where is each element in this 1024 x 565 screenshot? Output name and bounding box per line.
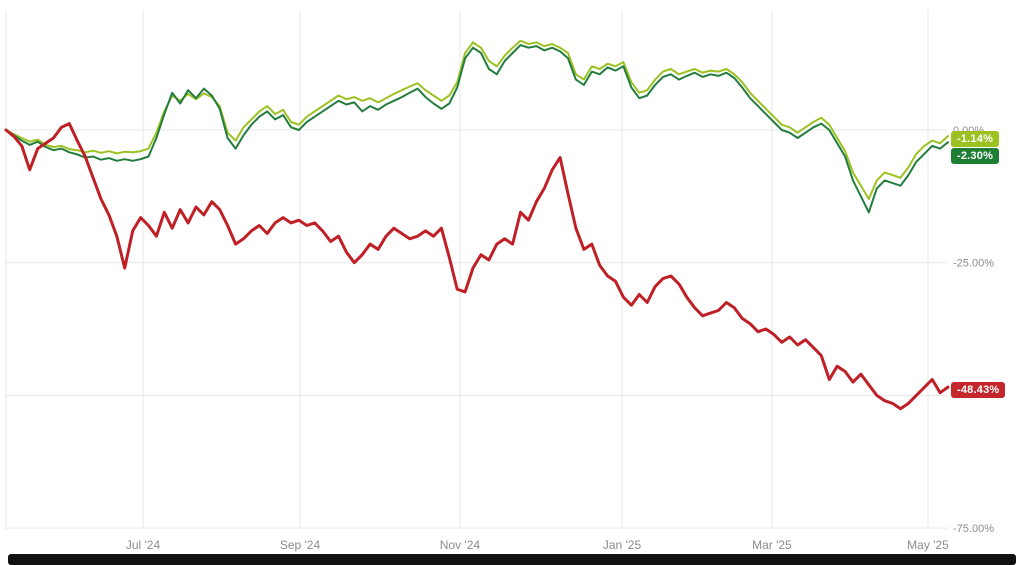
- y-axis-label: -75.00%: [953, 523, 994, 535]
- dark-green-series[interactable]: [5, 44, 949, 214]
- light-green-series[interactable]: [5, 39, 949, 200]
- x-tick-label: May '25: [907, 538, 949, 552]
- x-tick-label: Nov '24: [440, 538, 481, 552]
- x-tick-label: Jan '25: [603, 538, 642, 552]
- y-axis-label: -25.00%: [953, 258, 994, 270]
- y-axis-label: 0.00%: [953, 125, 984, 137]
- x-tick-label: Mar '25: [752, 538, 792, 552]
- bottom-scrollbar[interactable]: [8, 554, 1016, 565]
- red-series[interactable]: [4, 122, 950, 411]
- x-tick-label: Sep '24: [280, 538, 321, 552]
- x-tick-label: Jul '24: [126, 538, 161, 552]
